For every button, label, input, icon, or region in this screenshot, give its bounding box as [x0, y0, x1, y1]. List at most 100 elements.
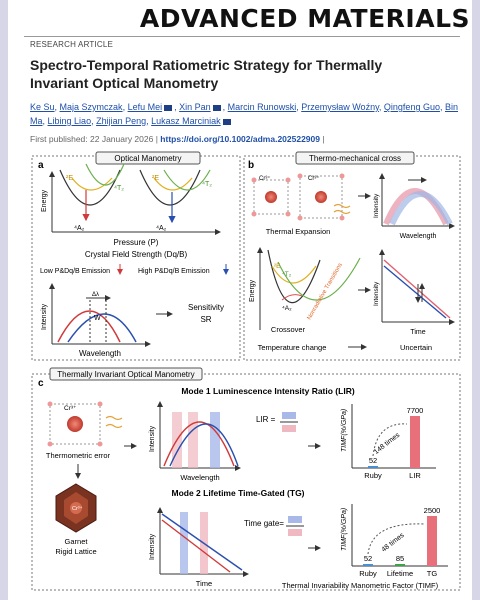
a-state-E-1: ²E — [66, 175, 73, 182]
category-label: Ruby — [364, 471, 382, 480]
doi-link[interactable]: https://doi.org/10.1002/adma.202522909 — [160, 134, 320, 144]
b-state-A2: ⁴A₂ — [282, 305, 292, 312]
bar — [368, 466, 378, 468]
author-name[interactable]: Lukasz Marciniak — [151, 116, 221, 126]
y-axis-label: TIMF(%/GPa) — [341, 508, 348, 551]
bar — [395, 564, 405, 566]
a-field-label: Crystal Field Strength (Dq/B) — [85, 250, 188, 259]
article-type: RESEARCH ARTICLE — [30, 40, 114, 49]
a-state-A2-1: ⁴A₂ — [74, 225, 85, 232]
c-lir-equation: LIR = — [256, 415, 276, 424]
c-factor-caption: Thermal Invariability Manometric Factor … — [282, 581, 439, 590]
a-state-E-2: ²E — [152, 175, 159, 182]
timf-lir-chart: TIMF(%/GPa) 52 Ruby 7700 LIR 148 times — [341, 404, 436, 480]
header-divider — [24, 36, 460, 37]
c-mode2-title: Mode 2 Lifetime Time-Gated (TG) — [171, 488, 304, 498]
b-intensity-label-1: Intensity — [373, 193, 380, 218]
first-published-label: First published: — [30, 134, 88, 144]
author-separator: , — [222, 102, 228, 112]
separator: | — [322, 134, 325, 144]
a-state-T2-1: ⁴T₂ — [114, 185, 124, 192]
author-name[interactable]: Marcin Runowski — [227, 102, 297, 112]
author-separator: , — [146, 116, 152, 126]
b-thermal-expansion: Thermal Expansion — [266, 227, 331, 236]
a-delta-label: Δλ — [92, 292, 99, 298]
author-name[interactable]: Xin Pan — [179, 102, 211, 112]
author-name[interactable]: Przemysław Woźny — [301, 102, 379, 112]
panel-c: c Thermally Invariant Optical Manometry … — [31, 367, 461, 591]
separator: | — [155, 134, 161, 144]
a-pressure-label: Pressure (P) — [114, 238, 159, 247]
b-wavelength-label: Wavelength — [400, 233, 437, 240]
category-label: Ruby — [359, 569, 377, 578]
author-name[interactable]: Bin Ma — [30, 102, 458, 126]
a-sensitivity-label: Sensitivity — [188, 303, 224, 312]
lattice-thermometric — [47, 401, 123, 447]
panel-c-title: Thermally Invariant Optical Manometry — [57, 370, 194, 379]
a-intensity-label: Intensity — [41, 303, 48, 330]
panel-b: b Thermo-mechanical cross Cr³⁺ Cr³⁺ Ther… — [243, 151, 461, 361]
value-label: 52 — [364, 554, 372, 563]
email-icon[interactable] — [164, 104, 173, 111]
author-separator: , — [174, 102, 180, 112]
a-low-emission: Low P&Dq/B Emission — [40, 268, 110, 275]
a-energy-label: Energy — [41, 189, 48, 212]
c-time-label: Time — [196, 579, 212, 588]
b-ion-label-1: Cr³⁺ — [259, 175, 271, 182]
b-state-T2: ⁴T₂ — [282, 271, 292, 278]
email-icon[interactable] — [212, 104, 221, 111]
b-ion-label-2: Cr³⁺ — [308, 175, 320, 182]
a-width-label: W — [94, 315, 101, 322]
author-separator: , — [122, 102, 128, 112]
author-name[interactable]: Lefu Mei — [127, 102, 163, 112]
a-sensitivity-symbol: SR — [200, 315, 211, 324]
author-separator: , — [91, 116, 97, 126]
author-separator: , — [378, 102, 384, 112]
author-separator: , — [296, 102, 302, 112]
article-page: ADVANCED MATERIALS RESEARCH ARTICLE Spec… — [8, 0, 472, 600]
a-wavelength-label: Wavelength — [79, 349, 121, 358]
panel-a-title: Optical Manometry — [114, 154, 181, 163]
value-label: 7700 — [407, 406, 424, 415]
c-intensity-label-1: Intensity — [149, 425, 156, 452]
author-name[interactable]: Libing Liao — [47, 116, 92, 126]
panel-b-title: Thermo-mechanical cross — [309, 154, 401, 163]
c-thermometric-error: Thermometric error — [46, 451, 111, 460]
c-garnet-label: Garnet — [65, 537, 89, 546]
b-state-E: ²E — [274, 263, 281, 270]
author-name[interactable]: Zhijian Peng — [96, 116, 147, 126]
annotation-label: 148 times — [373, 431, 402, 456]
first-published-date: 22 January 2026 — [90, 134, 154, 144]
y-axis-label: TIMF(%/GPa) — [341, 409, 348, 452]
title-line-1: Spectro-Temporal Ratiometric Strategy fo… — [30, 57, 383, 73]
bar — [363, 564, 373, 566]
lattice-expanded — [297, 173, 351, 221]
b-intensity-label-2: Intensity — [373, 281, 380, 306]
panel-c-letter: c — [38, 378, 44, 389]
author-name[interactable]: Qingfeng Guo — [383, 102, 440, 112]
c-ion-label-1: Cr³⁺ — [64, 405, 77, 412]
b-temperature-change: Temperature change — [258, 343, 327, 352]
annotation-arrow — [367, 523, 425, 555]
author-name[interactable]: Maja Szymczak — [59, 102, 123, 112]
article-title: Spectro-Temporal Ratiometric Strategy fo… — [30, 56, 460, 92]
value-label: 2500 — [424, 506, 441, 515]
a-state-A2-2: ⁴A₂ — [156, 225, 167, 232]
title-line-2: Invariant Optical Manometry — [30, 75, 219, 91]
b-time-label: Time — [410, 329, 425, 336]
lattice-small — [251, 177, 291, 217]
c-wavelength-label: Wavelength — [180, 473, 219, 482]
author-separator: , — [54, 102, 60, 112]
panel-a: a Optical Manometry Energy ²E ²E ⁴T₂ ⁴T₂… — [31, 151, 241, 361]
author-name[interactable]: Ke Su — [30, 102, 55, 112]
a-high-emission: High P&Dq/B Emission — [138, 268, 210, 275]
value-label: 52 — [369, 456, 377, 465]
c-time-gate-equation: Time gate= — [244, 519, 284, 528]
c-rigid-lattice-label: Rigid Lattice — [55, 547, 96, 556]
category-label: LIR — [409, 471, 421, 480]
c-mode1-title: Mode 1 Luminescence Intensity Ratio (LIR… — [181, 386, 355, 396]
b-uncertain: Uncertain — [400, 343, 432, 352]
graphical-abstract-figure: a Optical Manometry Energy ²E ²E ⁴T₂ ⁴T₂… — [31, 151, 461, 591]
b-energy-label: Energy — [249, 279, 256, 302]
email-icon[interactable] — [222, 118, 231, 125]
